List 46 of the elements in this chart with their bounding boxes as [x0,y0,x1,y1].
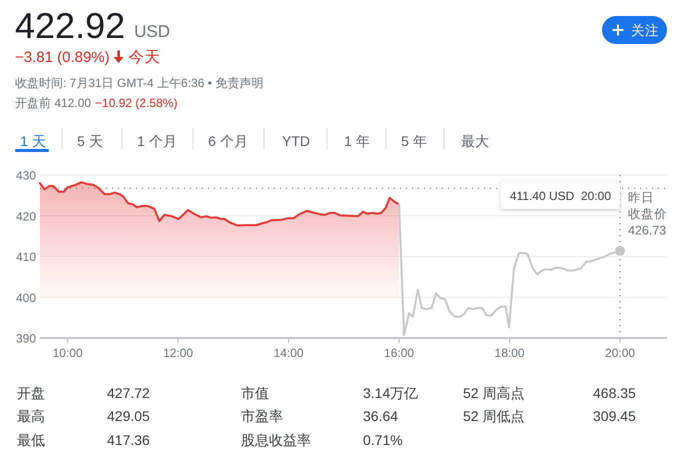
text: 5 年 [401,133,427,149]
text: 市值 [241,385,269,401]
text: USD [134,22,170,41]
y-tick-label: 400 [16,290,36,305]
x-tick-label: 16:00 [384,346,414,360]
text: 5 天 [77,133,103,149]
y-tick-label: 410 [16,250,36,264]
text: 6 个月 [208,133,248,149]
text: 开盘前 412.00 [15,96,92,110]
text: 收盘时间: 7月31日 GMT-4 上午6:36 • 免责声明 [15,76,264,90]
text: 开盘 [17,385,45,401]
ref-line-label: 昨日收盘价 426.73 [628,190,667,238]
text: YTD [282,133,310,149]
text: 最低 [17,432,45,448]
text: 429.05 [107,408,150,424]
text: 468.35 [593,385,636,401]
x-tick-label: 10:00 [52,346,83,360]
x-tick-label: 18:00 [494,346,525,360]
text: 1 天 [20,133,46,149]
text: 最高 [17,408,45,424]
text: 417.36 [107,432,150,448]
text: 1 年 [344,133,370,149]
text: 3.14万亿 [363,385,418,401]
text: 最大 [461,133,489,149]
text: 52 周高点 [463,385,524,401]
text: 1 个月 [137,133,177,149]
text: 36.64 [363,408,398,424]
text: 309.45 [593,408,636,424]
text: 0.71% [363,432,403,448]
y-tick-label: 390 [16,332,36,346]
x-tick-label: 14:00 [274,346,304,360]
y-tick-label: 430 [16,168,36,182]
text: 关注 [631,23,659,38]
annotation: 411.40 USD 20:00 [510,189,612,203]
text: 427.72 [107,385,150,401]
text: −3.81 (0.89%) [15,49,110,66]
tooltip: 411.40 USD 20:00 [500,181,620,209]
text: 今天 [128,49,161,66]
y-tick-label: 420 [16,209,36,224]
x-tick-label: 20:00 [605,346,636,360]
x-tick-label: 12:00 [163,346,194,360]
text: −10.92 (2.58%) [95,96,178,110]
text: 52 周低点 [463,408,524,424]
chart-title: 422.92 [15,5,126,46]
text: 市盈率 [241,408,283,424]
text: 股息收益率 [241,432,311,448]
